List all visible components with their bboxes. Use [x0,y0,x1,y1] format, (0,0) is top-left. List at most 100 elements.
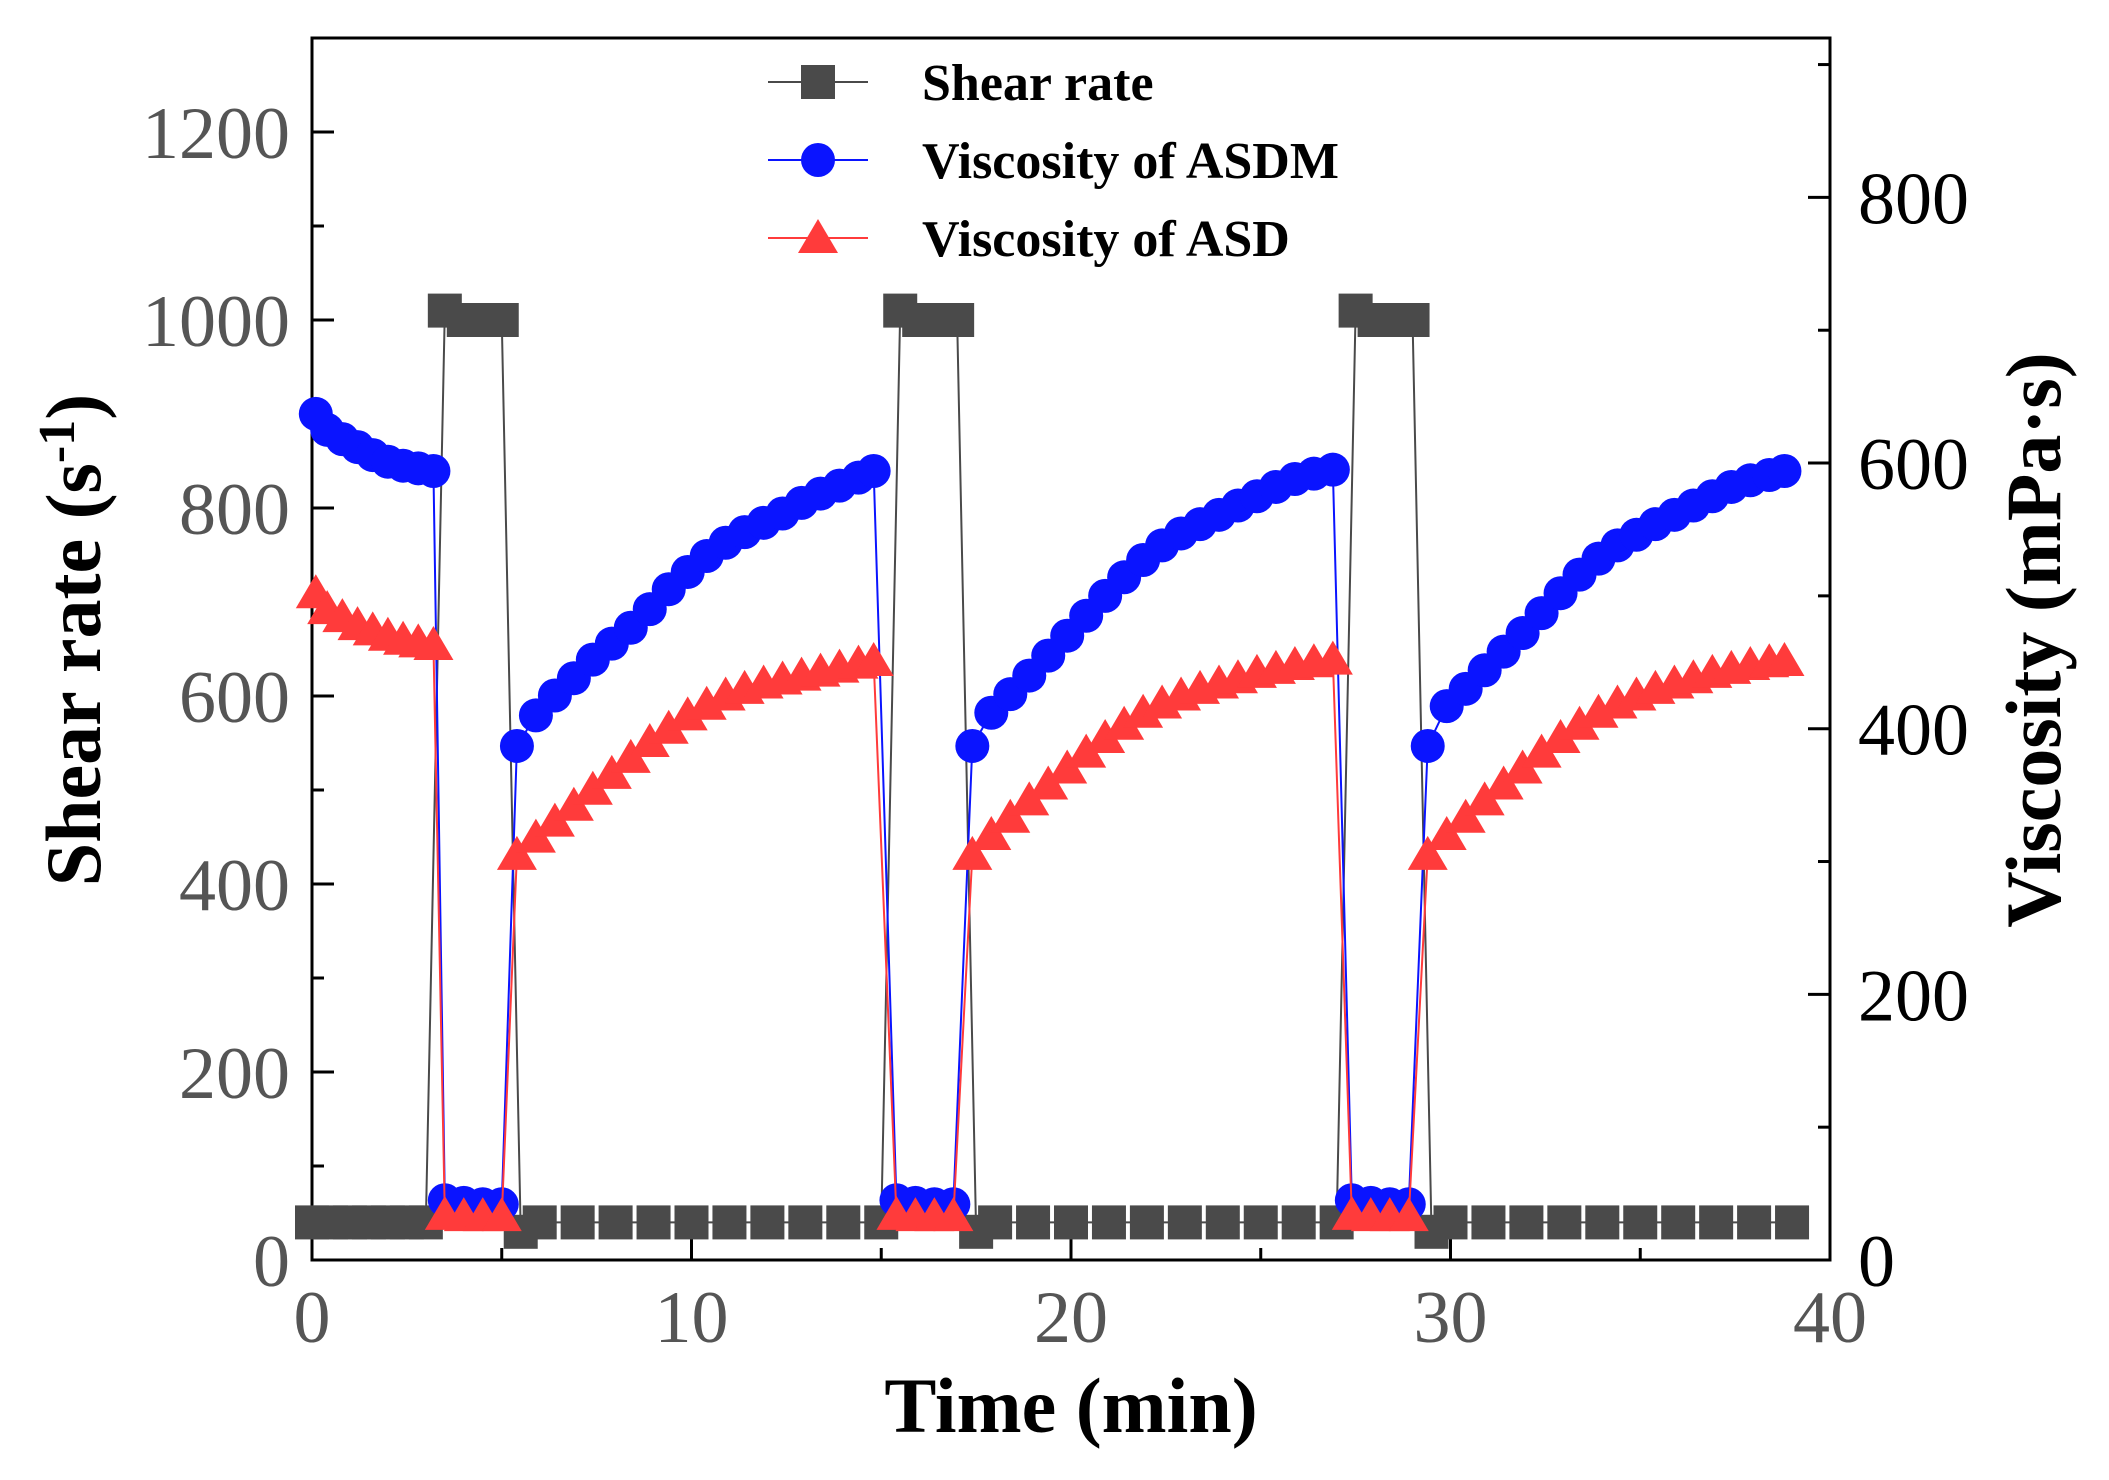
y-left-axis-title: Shear rate (s-1) [29,394,117,886]
data-point [1578,693,1619,728]
data-point [856,454,891,489]
y-left-title-main: Shear rate (s [30,463,117,886]
data-point [853,641,894,676]
legend-asd-marker [798,219,838,253]
legend-label-asdm: Viscosity of ASDM [922,133,1339,190]
data-point [990,798,1031,833]
data-point [1775,1205,1810,1240]
x-tick-label: 40 [1793,1277,1867,1359]
y-left-tick-label: 600 [179,657,290,739]
data-point [1433,1205,1468,1240]
data-point [1699,1205,1734,1240]
tick-labels: 0 10 20 30 400200400600800100012000200400600… [142,93,1969,1359]
data-point [1445,798,1486,833]
data-point [1016,1205,1051,1240]
x-axis-title: Time (min) [884,1362,1257,1449]
data-point [1395,303,1430,337]
data-point [1764,641,1805,676]
y-left-tick-label: 1200 [142,93,290,175]
y-left-tick-label: 0 [253,1221,290,1303]
data-point [1312,640,1353,675]
data-point [940,303,975,337]
legend-label-shear: Shear rate [922,55,1154,112]
series-2 [295,574,1805,1232]
data-point [484,303,519,337]
data-point [1585,1205,1620,1240]
data-point [1129,1205,1164,1240]
axis-ticks [310,63,1832,1262]
data-point [1407,835,1448,870]
data-point [750,1205,785,1240]
data-point [598,1205,633,1240]
data-point [1091,1205,1126,1240]
data-point [667,696,708,731]
series-0 [295,293,1810,1249]
data-point [1066,733,1107,768]
data-point [1388,1197,1429,1232]
y-left-title-close: ) [30,394,117,420]
x-tick-label: 0 [294,1277,331,1359]
y-right-axis-title: Viscosity (mPa·s) [1990,352,2077,928]
data-point [1167,1205,1202,1240]
series-1 [298,396,1802,1222]
legend-shear-marker [801,65,835,99]
data-point [1559,705,1600,740]
series-line [312,309,1793,1234]
data-point [499,728,534,763]
data-point [1509,1205,1544,1240]
data-point [1767,454,1802,489]
data-point [496,835,537,870]
data-point [1104,705,1145,740]
data-point [636,1205,671,1240]
x-tick-label: 30 [1414,1277,1488,1359]
data-point [560,1205,595,1240]
data-point [1315,452,1350,487]
data-point [1123,693,1164,728]
data-point [522,1205,557,1240]
y-right-tick-label: 400 [1858,690,1969,772]
data-point [629,722,670,757]
data-point [1410,728,1445,763]
legend-label-asd: Viscosity of ASD [922,211,1290,268]
data-point [1281,1205,1316,1240]
data-point [1243,1205,1278,1240]
data-point [933,1197,974,1232]
series-layer [295,293,1810,1249]
data-point [1737,1205,1772,1240]
y-left-tick-label: 200 [179,1033,290,1115]
data-point [686,685,727,720]
data-point [1205,1205,1240,1240]
data-point [1471,1205,1506,1240]
y-right-tick-label: 0 [1858,1221,1895,1303]
y-left-title-sup: -1 [29,420,86,463]
x-tick-label: 10 [655,1277,729,1359]
y-right-tick-label: 600 [1858,424,1969,506]
data-point [481,1197,522,1232]
y-right-tick-label: 800 [1858,158,1969,240]
data-point [1547,1205,1582,1240]
data-point [1623,1205,1658,1240]
data-point [1426,815,1467,850]
y-right-tick-label: 200 [1858,955,1969,1037]
y-left-tick-label: 800 [179,469,290,551]
data-point [971,815,1012,850]
data-point [416,454,451,489]
data-point [1054,1205,1088,1240]
data-point [1661,1205,1696,1240]
y-left-tick-label: 1000 [142,281,290,363]
data-point [674,1205,709,1240]
data-point [952,835,993,870]
y-left-tick-label: 400 [179,845,290,927]
x-tick-label: 20 [1034,1277,1108,1359]
series-line [314,592,1785,1218]
data-point [648,709,689,744]
data-point [1521,733,1562,768]
data-point [413,626,454,661]
data-point [955,728,990,763]
series-line [314,413,1785,1206]
legend-asdm-marker [801,143,835,177]
data-point [712,1205,747,1240]
data-point [978,1205,1013,1240]
data-point [1085,718,1126,753]
